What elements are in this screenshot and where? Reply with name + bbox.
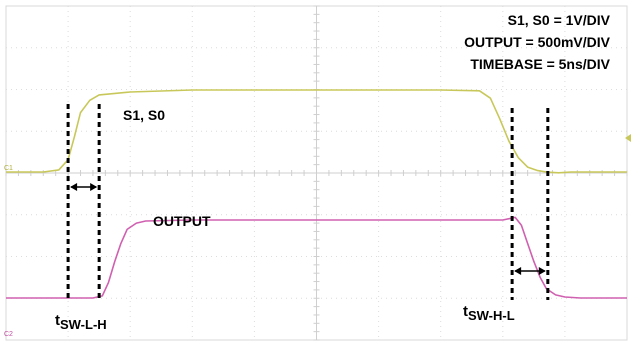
tsw-l-h-arrow-right-head [90,183,98,191]
trigger-level-marker [625,134,631,142]
s1s0-trace-label: S1, S0 [123,107,165,123]
output-trace-label: OUTPUT [153,213,211,229]
channel-2-marker: C2 [4,331,13,338]
tsw-h-l-arrow-left-head [514,267,522,275]
tsw-l-h-label: tSW-L-H [55,312,107,332]
traces [6,89,627,299]
timing-markers [66,104,550,300]
grid [5,5,628,341]
output-trace [6,216,627,299]
tsw-h-l-label: tSW-H-L [463,303,515,323]
tsw-l-h-main: t [55,312,60,329]
tsw-l-h-sub: SW-L-H [60,317,107,332]
tsw-h-l-sub: SW-H-L [468,308,515,323]
tsw-l-h-arrow-left-head [70,183,78,191]
s1s0-trace [6,89,627,174]
setting-line-2: OUTPUT = 500mV/DIV [464,34,611,50]
setting-line-3: TIMEBASE = 5ns/DIV [470,56,610,72]
channel-1-marker: C1 [4,165,13,172]
setting-line-1: S1, S0 = 1V/DIV [508,12,611,28]
tsw-h-l-arrow-right-head [538,267,546,275]
tsw-h-l-main: t [463,303,468,320]
